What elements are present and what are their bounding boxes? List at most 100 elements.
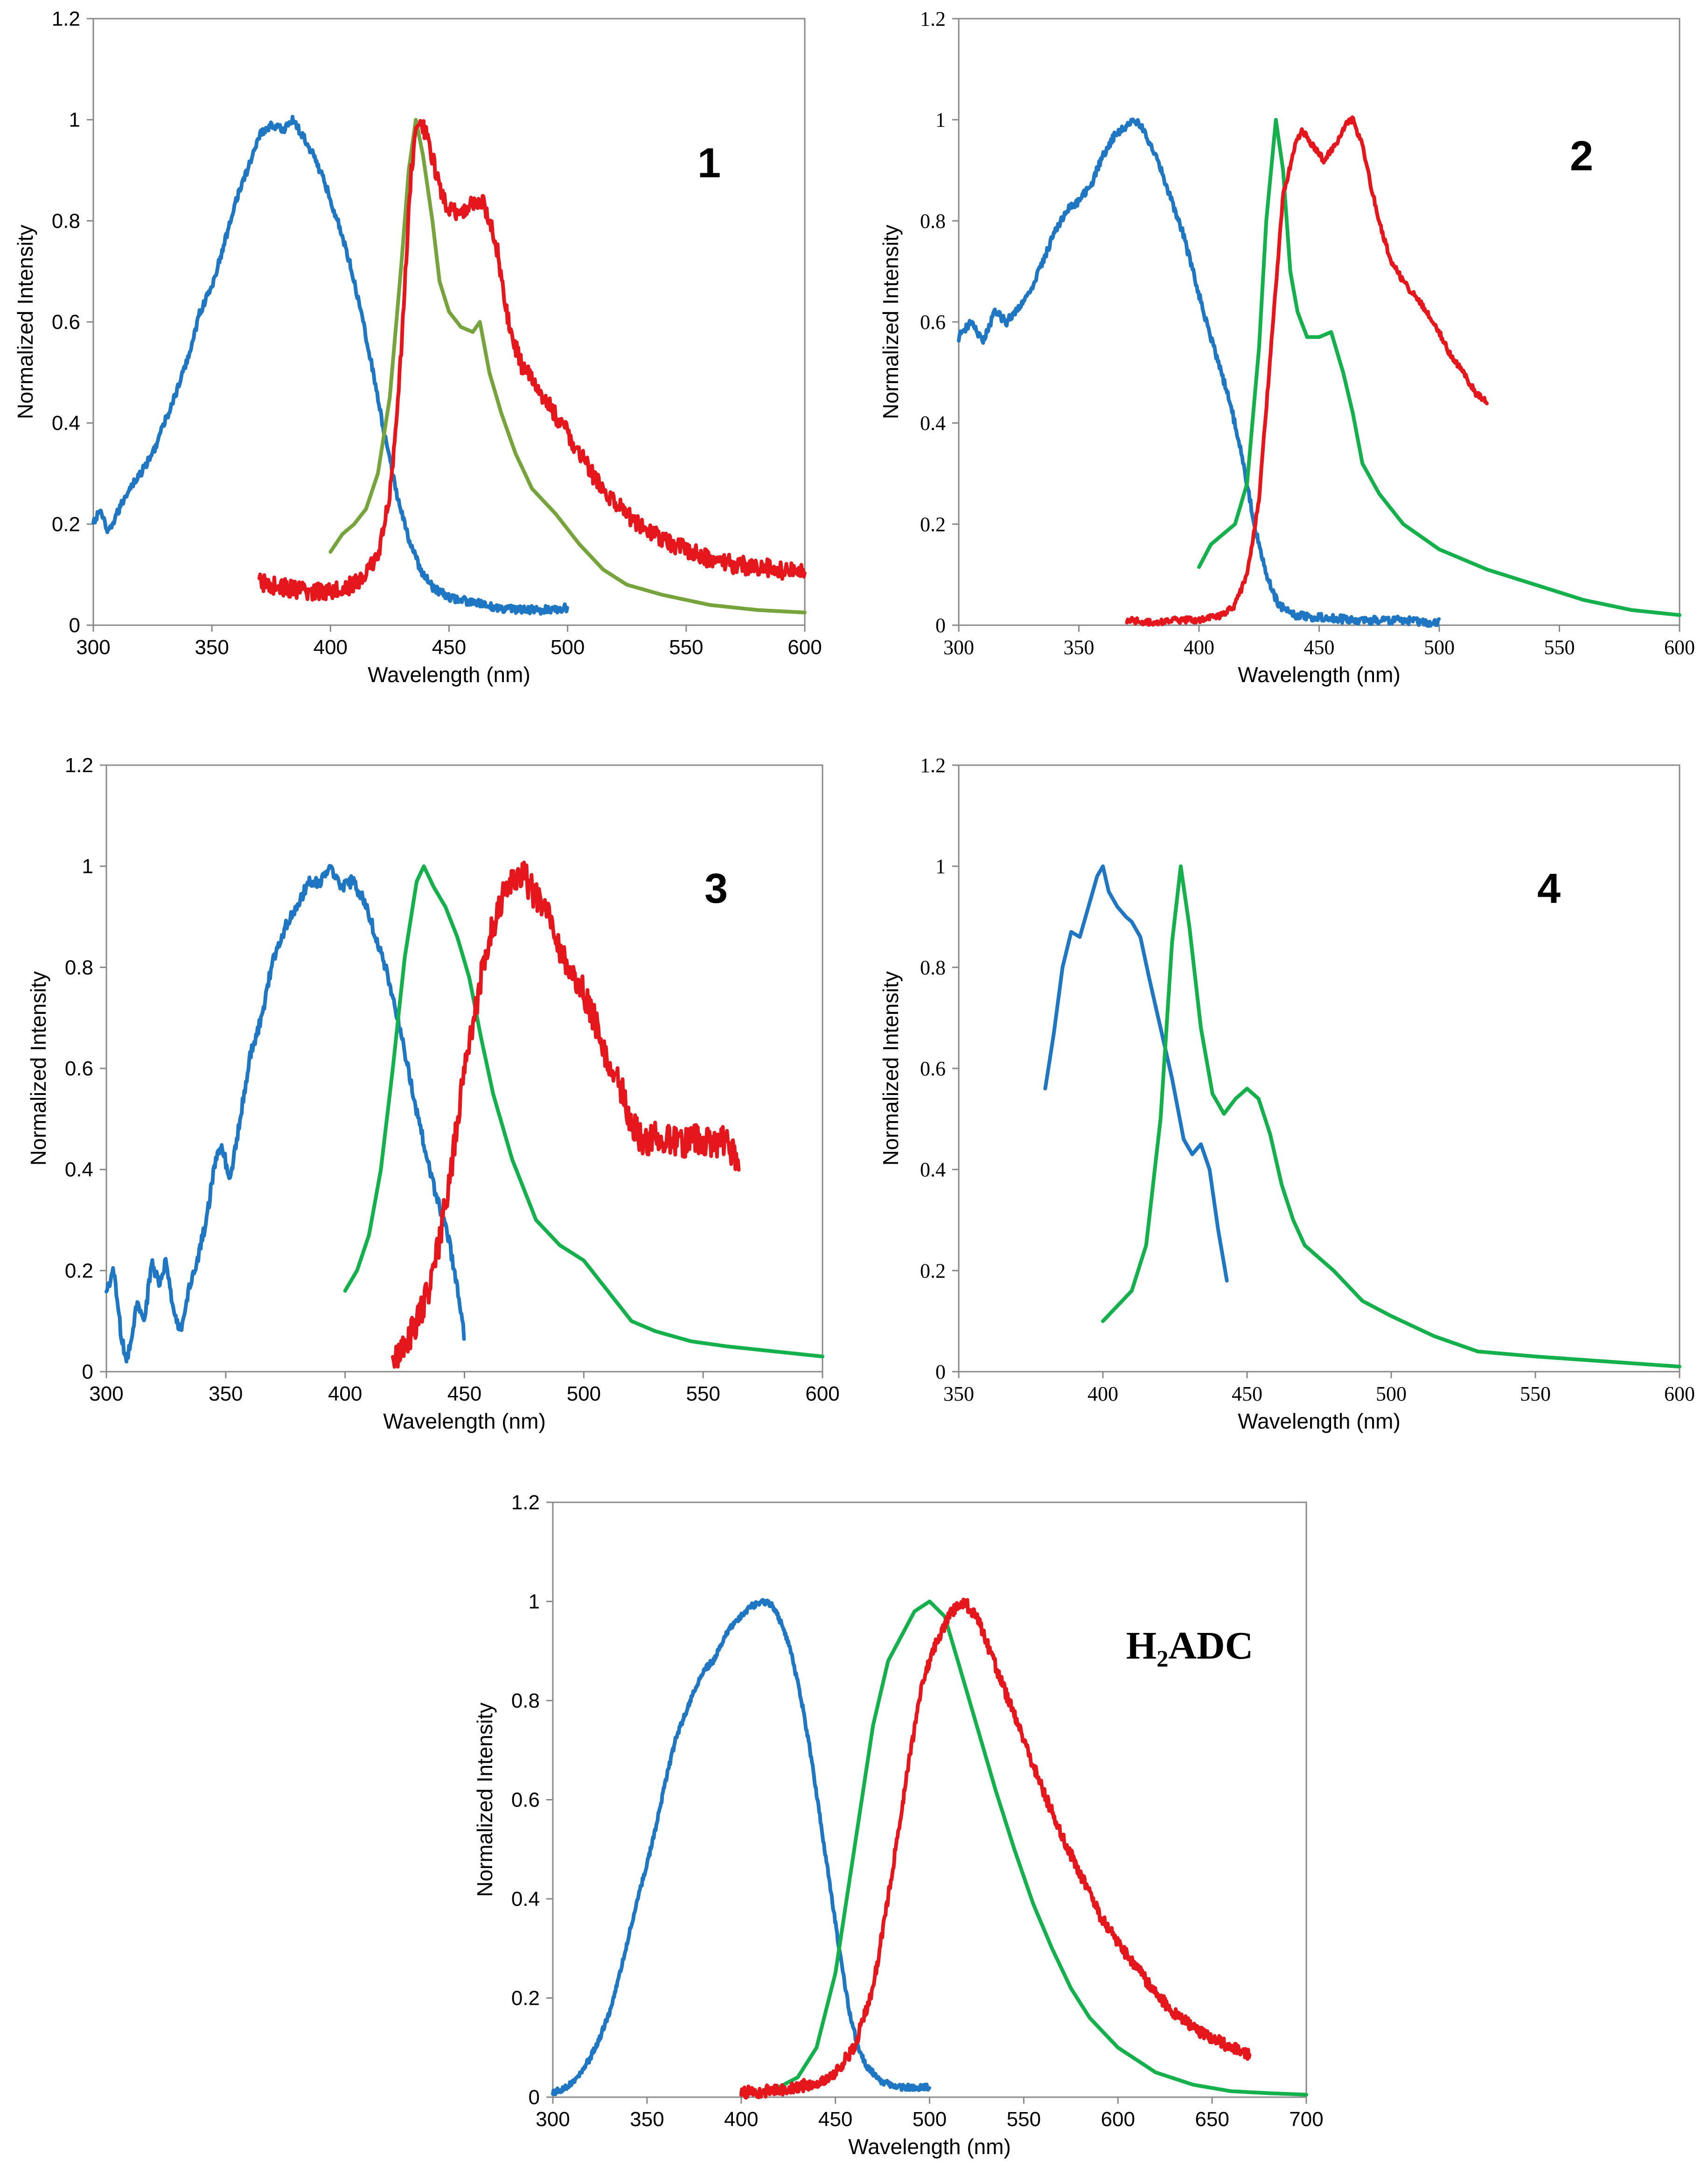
x-tick-label: 650	[1195, 2108, 1229, 2131]
y-tick-label: 1	[82, 855, 93, 878]
series-line-blue	[551, 1598, 931, 2096]
x-tick-label: 300	[943, 636, 974, 659]
panel-label: 3	[704, 865, 728, 912]
x-tick-label: 550	[686, 1382, 720, 1405]
x-tick-label: 300	[76, 636, 110, 659]
x-axis-title: Wavelength (nm)	[1238, 1409, 1401, 1433]
y-tick-label: 0.4	[52, 412, 80, 435]
x-tick-label: 450	[432, 636, 466, 659]
x-tick-label: 600	[1664, 1382, 1695, 1405]
chart-p1: 300 350 400 450 500 550 600 0 0.2 0.4 0.6 0.8 1 1.2 Wa…	[13, 7, 822, 687]
y-tick-label: 0.2	[920, 513, 946, 536]
x-axis-title: Wavelength (nm)	[368, 663, 530, 687]
y-axis-title: Normalized Intensity	[473, 1702, 497, 1897]
x-tick-label: 500	[551, 636, 585, 659]
y-tick-label: 0.2	[920, 1259, 946, 1282]
series-line-blue	[1043, 864, 1229, 1283]
x-tick-label: 400	[314, 636, 348, 659]
y-tick-label: 0.6	[920, 1057, 946, 1080]
series-line-red	[1125, 115, 1489, 627]
x-tick-label: 550	[1544, 636, 1575, 659]
y-tick-label: 0.6	[65, 1057, 93, 1080]
y-tick-label: 1	[935, 855, 946, 878]
y-tick-label: 0.8	[65, 956, 93, 979]
x-tick-label: 550	[1520, 1382, 1551, 1405]
series-line-red	[739, 1597, 1252, 2100]
x-tick-label: 300	[89, 1382, 123, 1405]
x-tick-label: 600	[1101, 2108, 1135, 2131]
series-line-green	[343, 864, 824, 1359]
y-tick-label: 0	[69, 614, 80, 637]
x-axis-title: Wavelength (nm)	[1238, 663, 1401, 687]
x-tick-label: 400	[1184, 636, 1214, 659]
x-tick-label: 450	[1232, 1382, 1262, 1405]
y-tick-label: 0.8	[920, 209, 946, 232]
x-tick-label: 500	[567, 1382, 601, 1405]
x-tick-label: 450	[1304, 636, 1335, 659]
series-line-blue	[105, 864, 466, 1364]
y-tick-label: 1.2	[920, 7, 946, 30]
x-tick-label: 350	[195, 636, 229, 659]
y-tick-label: 1.2	[52, 7, 80, 30]
y-tick-label: 0.8	[52, 209, 80, 232]
y-tick-label: 0.4	[920, 412, 946, 435]
y-tick-label: 0.8	[511, 1689, 540, 1712]
x-tick-label: 400	[724, 2108, 758, 2131]
x-tick-label: 500	[913, 2108, 947, 2131]
y-tick-label: 1	[529, 1590, 540, 1613]
series-line-blue	[91, 115, 569, 616]
y-tick-label: 0.2	[65, 1259, 93, 1282]
x-tick-label: 600	[788, 636, 822, 659]
y-tick-label: 0	[935, 1360, 946, 1383]
y-axis-title: Normalized Intensity	[26, 971, 50, 1166]
x-axis-title: Wavelength (nm)	[848, 2134, 1011, 2159]
y-tick-label: 1.2	[511, 1491, 540, 1514]
series-line-green	[1101, 864, 1681, 1369]
x-tick-label: 700	[1289, 2108, 1323, 2131]
x-tick-label: 500	[1376, 1382, 1407, 1405]
y-tick-label: 0	[935, 614, 946, 637]
panel-label: 4	[1537, 865, 1561, 912]
y-tick-label: 0.4	[920, 1158, 946, 1181]
y-tick-label: 0.8	[920, 956, 946, 979]
panel-label: H₂ADC	[1126, 1624, 1254, 1667]
y-tick-label: 0	[82, 1360, 93, 1383]
x-tick-label: 550	[669, 636, 703, 659]
x-tick-label: 350	[1064, 636, 1095, 659]
x-tick-label: 350	[209, 1382, 243, 1405]
y-tick-label: 1.2	[65, 754, 93, 777]
y-tick-label: 1	[69, 109, 80, 132]
y-axis-title: Normalized Intensity	[878, 971, 903, 1166]
panel-label: 2	[1570, 133, 1593, 180]
x-tick-label: 450	[447, 1382, 481, 1405]
x-tick-label: 300	[536, 2108, 570, 2131]
x-tick-label: 350	[630, 2108, 664, 2131]
y-tick-label: 1	[935, 109, 946, 132]
x-tick-label: 400	[1088, 1382, 1118, 1405]
x-tick-label: 550	[1007, 2108, 1041, 2131]
series-line-green	[1197, 118, 1681, 617]
panel-label: 1	[697, 140, 721, 187]
y-tick-label: 0.6	[52, 311, 80, 334]
y-tick-label: 0.6	[511, 1789, 540, 1812]
y-tick-label: 0.2	[511, 1987, 540, 2010]
y-tick-label: 1.2	[920, 754, 946, 777]
x-axis-title: Wavelength (nm)	[383, 1409, 546, 1433]
chart-p4: 350 400 450 500 550 600 0 0.2 0.4 0.6 0.8 1 1.2 Wavel…	[878, 754, 1695, 1433]
x-tick-label: 400	[328, 1382, 362, 1405]
x-tick-label: 600	[805, 1382, 839, 1405]
y-tick-label: 0.4	[511, 1888, 540, 1911]
x-tick-label: 450	[818, 2108, 852, 2131]
series-line-green	[739, 1599, 1308, 2097]
series-line-red	[391, 860, 741, 1369]
y-axis-title: Normalized Intensity	[878, 225, 903, 419]
x-tick-label: 350	[943, 1382, 974, 1405]
x-tick-label: 600	[1664, 636, 1695, 659]
x-tick-label: 500	[1424, 636, 1455, 659]
y-tick-label: 0.2	[52, 513, 80, 536]
y-tick-label: 0	[529, 2086, 540, 2109]
series-line-red	[257, 119, 807, 602]
chart-p2: 300 350 400 450 500 550 600 0 0.2 0.4 0.6 0.8 1 1.2 Wa…	[878, 7, 1695, 687]
chart-p5: 300 350 400 450 500 550 600 650 700 0 0.2 0.4 0.6 0.8…	[473, 1491, 1324, 2159]
